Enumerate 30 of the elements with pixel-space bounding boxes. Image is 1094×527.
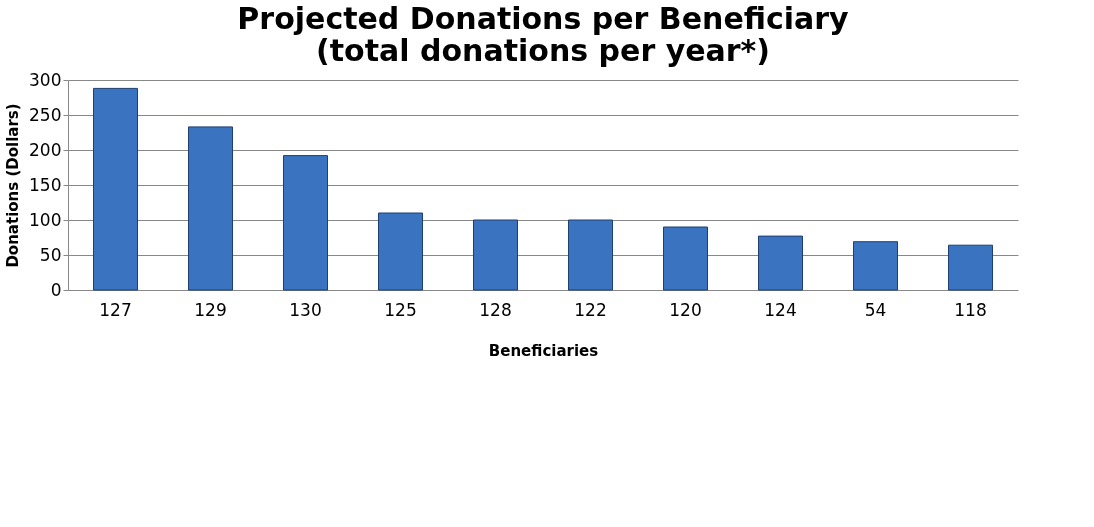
- bar: [473, 219, 518, 291]
- bar: [568, 219, 613, 291]
- y-tick-label: 50: [39, 244, 62, 265]
- bar: [283, 155, 328, 291]
- y-tick-label: 150: [29, 174, 62, 195]
- bar: [758, 235, 803, 291]
- bar: [188, 126, 233, 291]
- y-tick-label: 250: [29, 104, 62, 125]
- bar: [663, 226, 708, 291]
- y-tick-label: 200: [29, 139, 62, 160]
- text: Projected Donations per Beneficiary: [237, 1, 849, 36]
- bar: [948, 244, 993, 291]
- x-tick-label: 130: [289, 299, 322, 320]
- x-tick-label: 128: [479, 299, 512, 320]
- y-tick-label: 100: [29, 209, 62, 230]
- x-tick-label: 118: [954, 299, 987, 320]
- bar: [378, 212, 423, 291]
- y-tick-label: 0: [50, 279, 62, 300]
- x-axis-title: Beneficiaries: [488, 341, 599, 360]
- bar: [853, 241, 898, 291]
- bar: [93, 87, 138, 291]
- x-tick-label: 54: [864, 299, 887, 320]
- x-tick-label: 129: [194, 299, 227, 320]
- x-tick-label: 124: [764, 299, 797, 320]
- x-tick-label: 122: [574, 299, 607, 320]
- x-tick-label: 125: [384, 299, 417, 320]
- x-tick-label: 127: [99, 299, 132, 320]
- y-tick-label: 300: [29, 69, 62, 90]
- x-tick-label: 120: [669, 299, 702, 320]
- y-axis-title: Donations (Dollars): [4, 103, 23, 268]
